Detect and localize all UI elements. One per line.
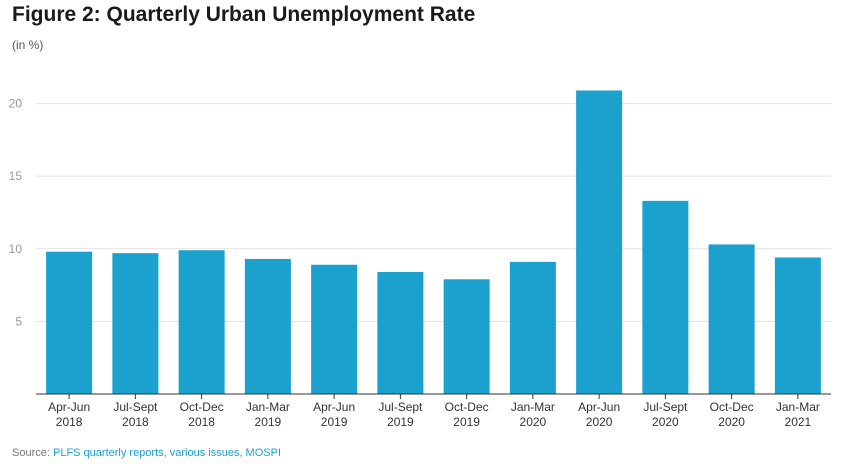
bar [642, 200, 689, 394]
x-tick-label-period: Apr-Jun [48, 400, 90, 414]
x-tick-label: Apr-Jun 2019 [313, 400, 355, 429]
bar [244, 258, 291, 394]
y-tick-label: 15 [9, 169, 23, 183]
y-tick-label: 10 [9, 242, 23, 256]
x-tick-label-period: Oct-Dec [445, 400, 489, 414]
x-tick-label: Oct-Dec 2019 [445, 400, 489, 429]
bar [443, 279, 490, 394]
x-tick-label: Jul-Sept 2019 [378, 400, 423, 429]
x-tick-label-year: 2019 [255, 415, 282, 429]
x-tick-label: Jul-Sept 2018 [113, 400, 158, 429]
chart-source: Source: PLFS quarterly reports, various … [12, 447, 281, 459]
bar [311, 264, 358, 394]
bar [576, 90, 623, 394]
x-tick-label-year: 2020 [652, 415, 679, 429]
bar [178, 250, 225, 394]
bar [774, 257, 821, 394]
x-tick-label: Apr-Jun 2018 [48, 400, 90, 429]
x-tick-label-period: Jan-Mar [511, 400, 555, 414]
x-tick-label-year: 2020 [586, 415, 613, 429]
x-tick-label-period: Oct-Dec [180, 400, 224, 414]
x-tick-label-period: Jul-Sept [113, 400, 158, 414]
x-tick-label-year: 2019 [321, 415, 348, 429]
y-tick-label: 20 [9, 97, 23, 111]
x-tick-label: Jan-Mar 2020 [511, 400, 555, 429]
bar [112, 253, 159, 394]
bar [509, 261, 556, 394]
x-tick-label-period: Apr-Jun [578, 400, 620, 414]
x-tick-label-year: 2020 [718, 415, 745, 429]
x-tick-label-year: 2021 [785, 415, 812, 429]
x-tick-label: Jan-Mar 2021 [776, 400, 820, 429]
bar [708, 244, 755, 394]
x-tick-label-period: Jul-Sept [378, 400, 423, 414]
x-tick-label: Apr-Jun 2020 [578, 400, 620, 429]
x-tick-label-period: Apr-Jun [313, 400, 355, 414]
x-tick-label: Oct-Dec 2020 [710, 400, 754, 429]
x-tick-label-year: 2019 [387, 415, 414, 429]
x-tick-label-year: 2020 [520, 415, 547, 429]
x-tick-label-period: Jan-Mar [776, 400, 820, 414]
bar [377, 272, 424, 394]
x-tick-label-year: 2018 [122, 415, 149, 429]
x-tick-label-year: 2018 [188, 415, 215, 429]
x-tick-label: Jul-Sept 2020 [643, 400, 688, 429]
x-tick-label-year: 2019 [453, 415, 480, 429]
x-tick-label-period: Oct-Dec [710, 400, 754, 414]
y-tick-label: 5 [15, 314, 22, 328]
x-tick-label: Oct-Dec 2018 [180, 400, 224, 429]
x-tick-label-year: 2018 [56, 415, 83, 429]
x-tick-label-period: Jul-Sept [643, 400, 688, 414]
chart-unit-label: (in %) [12, 38, 44, 52]
source-label: Source: [12, 447, 50, 459]
source-link[interactable]: PLFS quarterly reports, various issues, … [52, 447, 282, 459]
x-tick-label: Jan-Mar 2019 [246, 400, 290, 429]
bar [46, 251, 93, 394]
chart-title: Figure 2: Quarterly Urban Unemployment R… [12, 3, 476, 26]
x-tick-label-period: Jan-Mar [246, 400, 290, 414]
